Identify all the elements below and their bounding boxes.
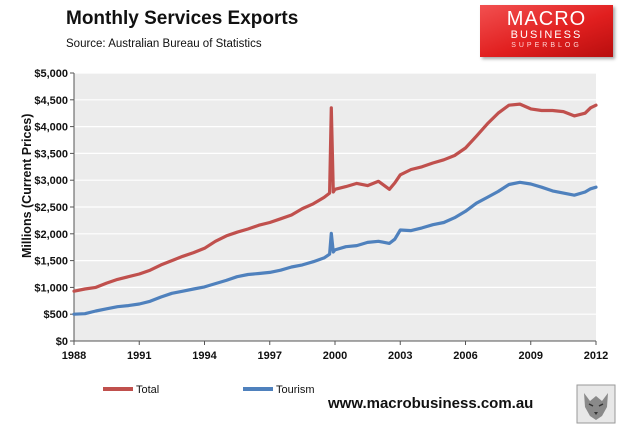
series-line-total — [72, 102, 598, 293]
x-tick-label: 2003 — [388, 350, 412, 362]
legend-label-tourism: Tourism — [276, 384, 315, 396]
website-url: www.macrobusiness.com.au — [328, 395, 534, 412]
legend-label-total: Total — [136, 384, 159, 396]
series-line-tourism — [72, 180, 598, 316]
x-tick-label: 2012 — [584, 350, 608, 362]
logo-line-2: BUSINESS — [510, 29, 583, 41]
gridlines — [74, 72, 596, 315]
y-tick-label: $5,000 — [34, 68, 68, 80]
x-tick-label: 2009 — [519, 350, 543, 362]
series-lines — [72, 102, 598, 316]
chart-title: Monthly Services Exports — [66, 8, 299, 29]
x-tick-label: 1997 — [258, 350, 282, 362]
x-tick-label: 2006 — [453, 350, 477, 362]
y-tick-label: $4,000 — [34, 122, 68, 134]
wolf-logo-icon — [576, 384, 616, 424]
y-tick-label: $3,500 — [34, 148, 68, 160]
x-ticks: 1988 1991 1994 1997 2000 2003 2006 2009 2012 — [62, 341, 608, 362]
y-tick-label: $2,000 — [34, 229, 68, 241]
y-ticks: $0 $500 $1,000 $1,500 $2,000 $2,500 $3,000 $3,5… — [34, 68, 74, 348]
x-tick-label: 2000 — [323, 350, 347, 362]
x-tick-label: 1988 — [62, 350, 86, 362]
y-tick-label: $0 — [56, 336, 68, 348]
logo-line-1: MACRO — [506, 8, 587, 30]
x-tick-label: 1991 — [127, 350, 151, 362]
y-tick-label: $1,500 — [34, 256, 68, 268]
y-tick-label: $1,000 — [34, 282, 68, 294]
macrobusiness-logo: MACRO BUSINESS SUPERBLOG — [480, 5, 613, 57]
legend: Total Tourism — [103, 384, 315, 396]
y-tick-label: $2,500 — [34, 202, 68, 214]
y-tick-label: $3,000 — [34, 175, 68, 187]
chart-source: Source: Australian Bureau of Statistics — [66, 38, 262, 50]
x-tick-label: 1994 — [192, 350, 217, 362]
y-tick-label: $500 — [44, 309, 68, 321]
logo-line-3: SUPERBLOG — [511, 42, 582, 49]
y-tick-label: $4,500 — [34, 95, 68, 107]
